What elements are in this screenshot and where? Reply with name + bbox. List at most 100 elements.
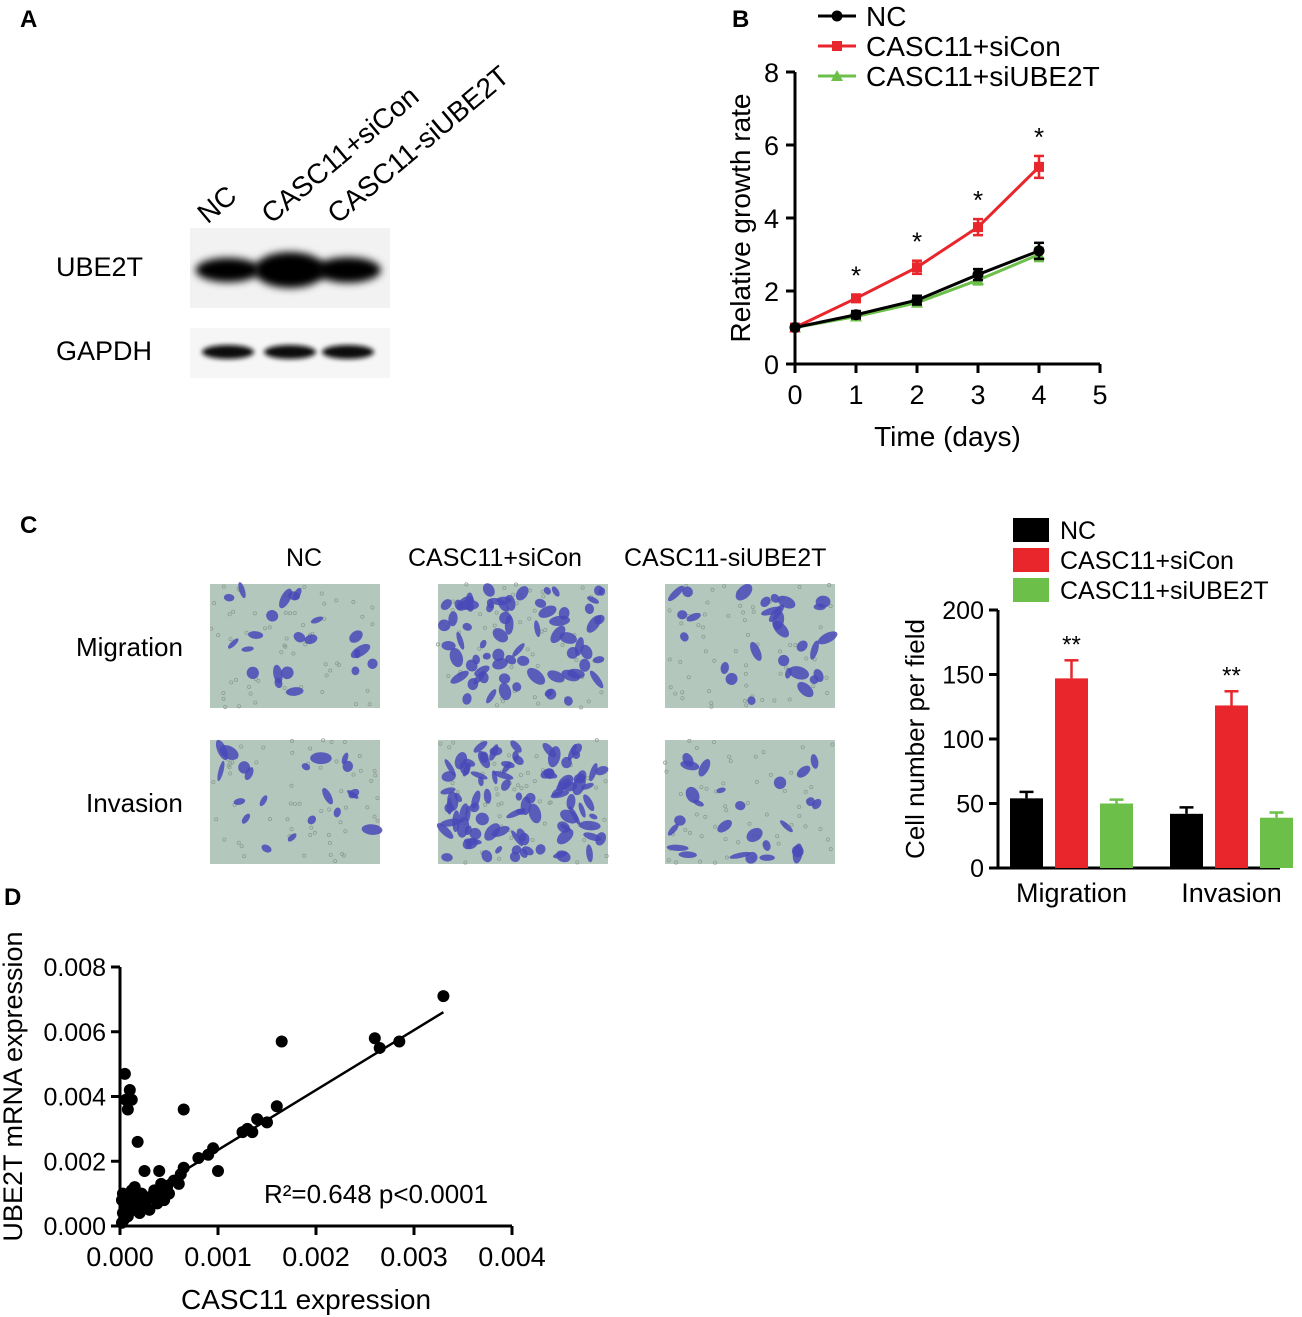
stained-cell bbox=[281, 666, 294, 680]
stained-cell bbox=[279, 588, 293, 609]
pore bbox=[367, 702, 372, 707]
pore bbox=[335, 661, 340, 666]
stained-cell bbox=[493, 770, 514, 780]
pore bbox=[667, 657, 672, 662]
x-tick-label: 2 bbox=[909, 380, 924, 410]
stained-cell bbox=[459, 803, 469, 823]
stained-cell bbox=[477, 751, 491, 769]
scatter-point bbox=[177, 1161, 190, 1174]
pore bbox=[699, 834, 704, 839]
pore bbox=[793, 643, 798, 648]
stained-cell bbox=[310, 752, 332, 765]
pore bbox=[698, 859, 703, 864]
pore bbox=[548, 800, 553, 805]
pore bbox=[518, 620, 523, 625]
pore bbox=[494, 703, 499, 708]
stained-cell bbox=[223, 593, 235, 602]
panel-label-a: A bbox=[20, 6, 38, 33]
pore bbox=[743, 671, 748, 676]
pore bbox=[221, 696, 226, 701]
pore bbox=[727, 754, 732, 759]
pore bbox=[827, 582, 832, 587]
stained-cell bbox=[238, 761, 251, 774]
scatter-point bbox=[131, 1135, 144, 1148]
legend-swatch-0 bbox=[1013, 518, 1049, 542]
band-gapdh-0 bbox=[202, 345, 254, 359]
pore bbox=[723, 804, 728, 809]
stained-cell bbox=[680, 760, 700, 771]
stained-cell bbox=[333, 807, 341, 818]
pore bbox=[678, 659, 683, 664]
pore bbox=[679, 621, 684, 626]
row-label-gapdh: GAPDH bbox=[56, 336, 153, 366]
pore bbox=[451, 740, 456, 745]
y-tick-label: 2 bbox=[764, 277, 779, 307]
pore bbox=[285, 817, 290, 822]
pore bbox=[667, 608, 672, 613]
pore bbox=[797, 805, 802, 810]
stained-cell bbox=[304, 634, 318, 645]
pore bbox=[283, 610, 288, 615]
stained-cell bbox=[589, 763, 598, 782]
pore bbox=[263, 626, 268, 631]
x-tick-label: 0.000 bbox=[86, 1242, 154, 1272]
stained-cell bbox=[310, 616, 324, 624]
stained-cell bbox=[779, 820, 793, 833]
stained-cell bbox=[698, 759, 711, 777]
stained-cell bbox=[467, 678, 479, 691]
x-tick-label: 0.002 bbox=[282, 1242, 350, 1272]
band-gapdh-2 bbox=[322, 345, 374, 359]
stained-cell bbox=[482, 583, 495, 597]
pore bbox=[464, 582, 469, 587]
pore bbox=[509, 665, 514, 670]
pore bbox=[328, 852, 333, 857]
x-axis-label: Time (days) bbox=[874, 421, 1021, 452]
pore bbox=[289, 783, 294, 788]
pore bbox=[369, 778, 374, 783]
pore bbox=[594, 738, 599, 743]
pore bbox=[308, 833, 313, 838]
pore bbox=[713, 824, 718, 829]
pore bbox=[800, 745, 805, 750]
pore bbox=[579, 705, 584, 710]
correlation-scatter-chart: 0.000 0.002 0.004 0.006 0.008 0.000 0.001 0.002… bbox=[0, 931, 546, 1315]
pore bbox=[518, 773, 523, 778]
pore bbox=[327, 807, 332, 812]
pore bbox=[713, 860, 718, 865]
pore bbox=[804, 656, 809, 661]
scatter-point bbox=[121, 1103, 134, 1116]
pore bbox=[532, 608, 537, 613]
stained-cell bbox=[517, 655, 530, 666]
significance-mark: ** bbox=[1062, 631, 1081, 658]
pore bbox=[724, 855, 729, 860]
x-tick-label: 3 bbox=[970, 380, 985, 410]
pore bbox=[334, 598, 339, 603]
pore bbox=[463, 860, 468, 865]
stained-cell bbox=[217, 760, 225, 782]
bar-1-1 bbox=[1215, 705, 1248, 868]
pore bbox=[227, 765, 232, 770]
stained-cell bbox=[307, 815, 317, 825]
pore bbox=[329, 740, 334, 745]
pore bbox=[742, 618, 747, 623]
panel-label-d: D bbox=[4, 884, 22, 911]
stained-cell bbox=[439, 818, 462, 827]
stained-cell bbox=[770, 593, 780, 603]
stained-cell bbox=[815, 595, 831, 608]
stained-cell bbox=[501, 779, 511, 791]
y-tick-label: 6 bbox=[764, 131, 779, 161]
pore bbox=[351, 772, 356, 777]
pore bbox=[535, 663, 540, 668]
stained-cell bbox=[750, 641, 762, 661]
stained-cell bbox=[759, 854, 775, 861]
data-point bbox=[972, 269, 984, 281]
stained-cell bbox=[549, 615, 571, 626]
pore bbox=[328, 668, 333, 673]
pore bbox=[309, 825, 314, 830]
stained-cell bbox=[778, 654, 790, 667]
micro-image-0-1 bbox=[436, 582, 608, 710]
y-tick-label: 8 bbox=[764, 58, 779, 88]
pore bbox=[534, 754, 539, 759]
y-tick-label: 4 bbox=[764, 204, 779, 234]
x-tick-label: 0.004 bbox=[478, 1242, 546, 1272]
